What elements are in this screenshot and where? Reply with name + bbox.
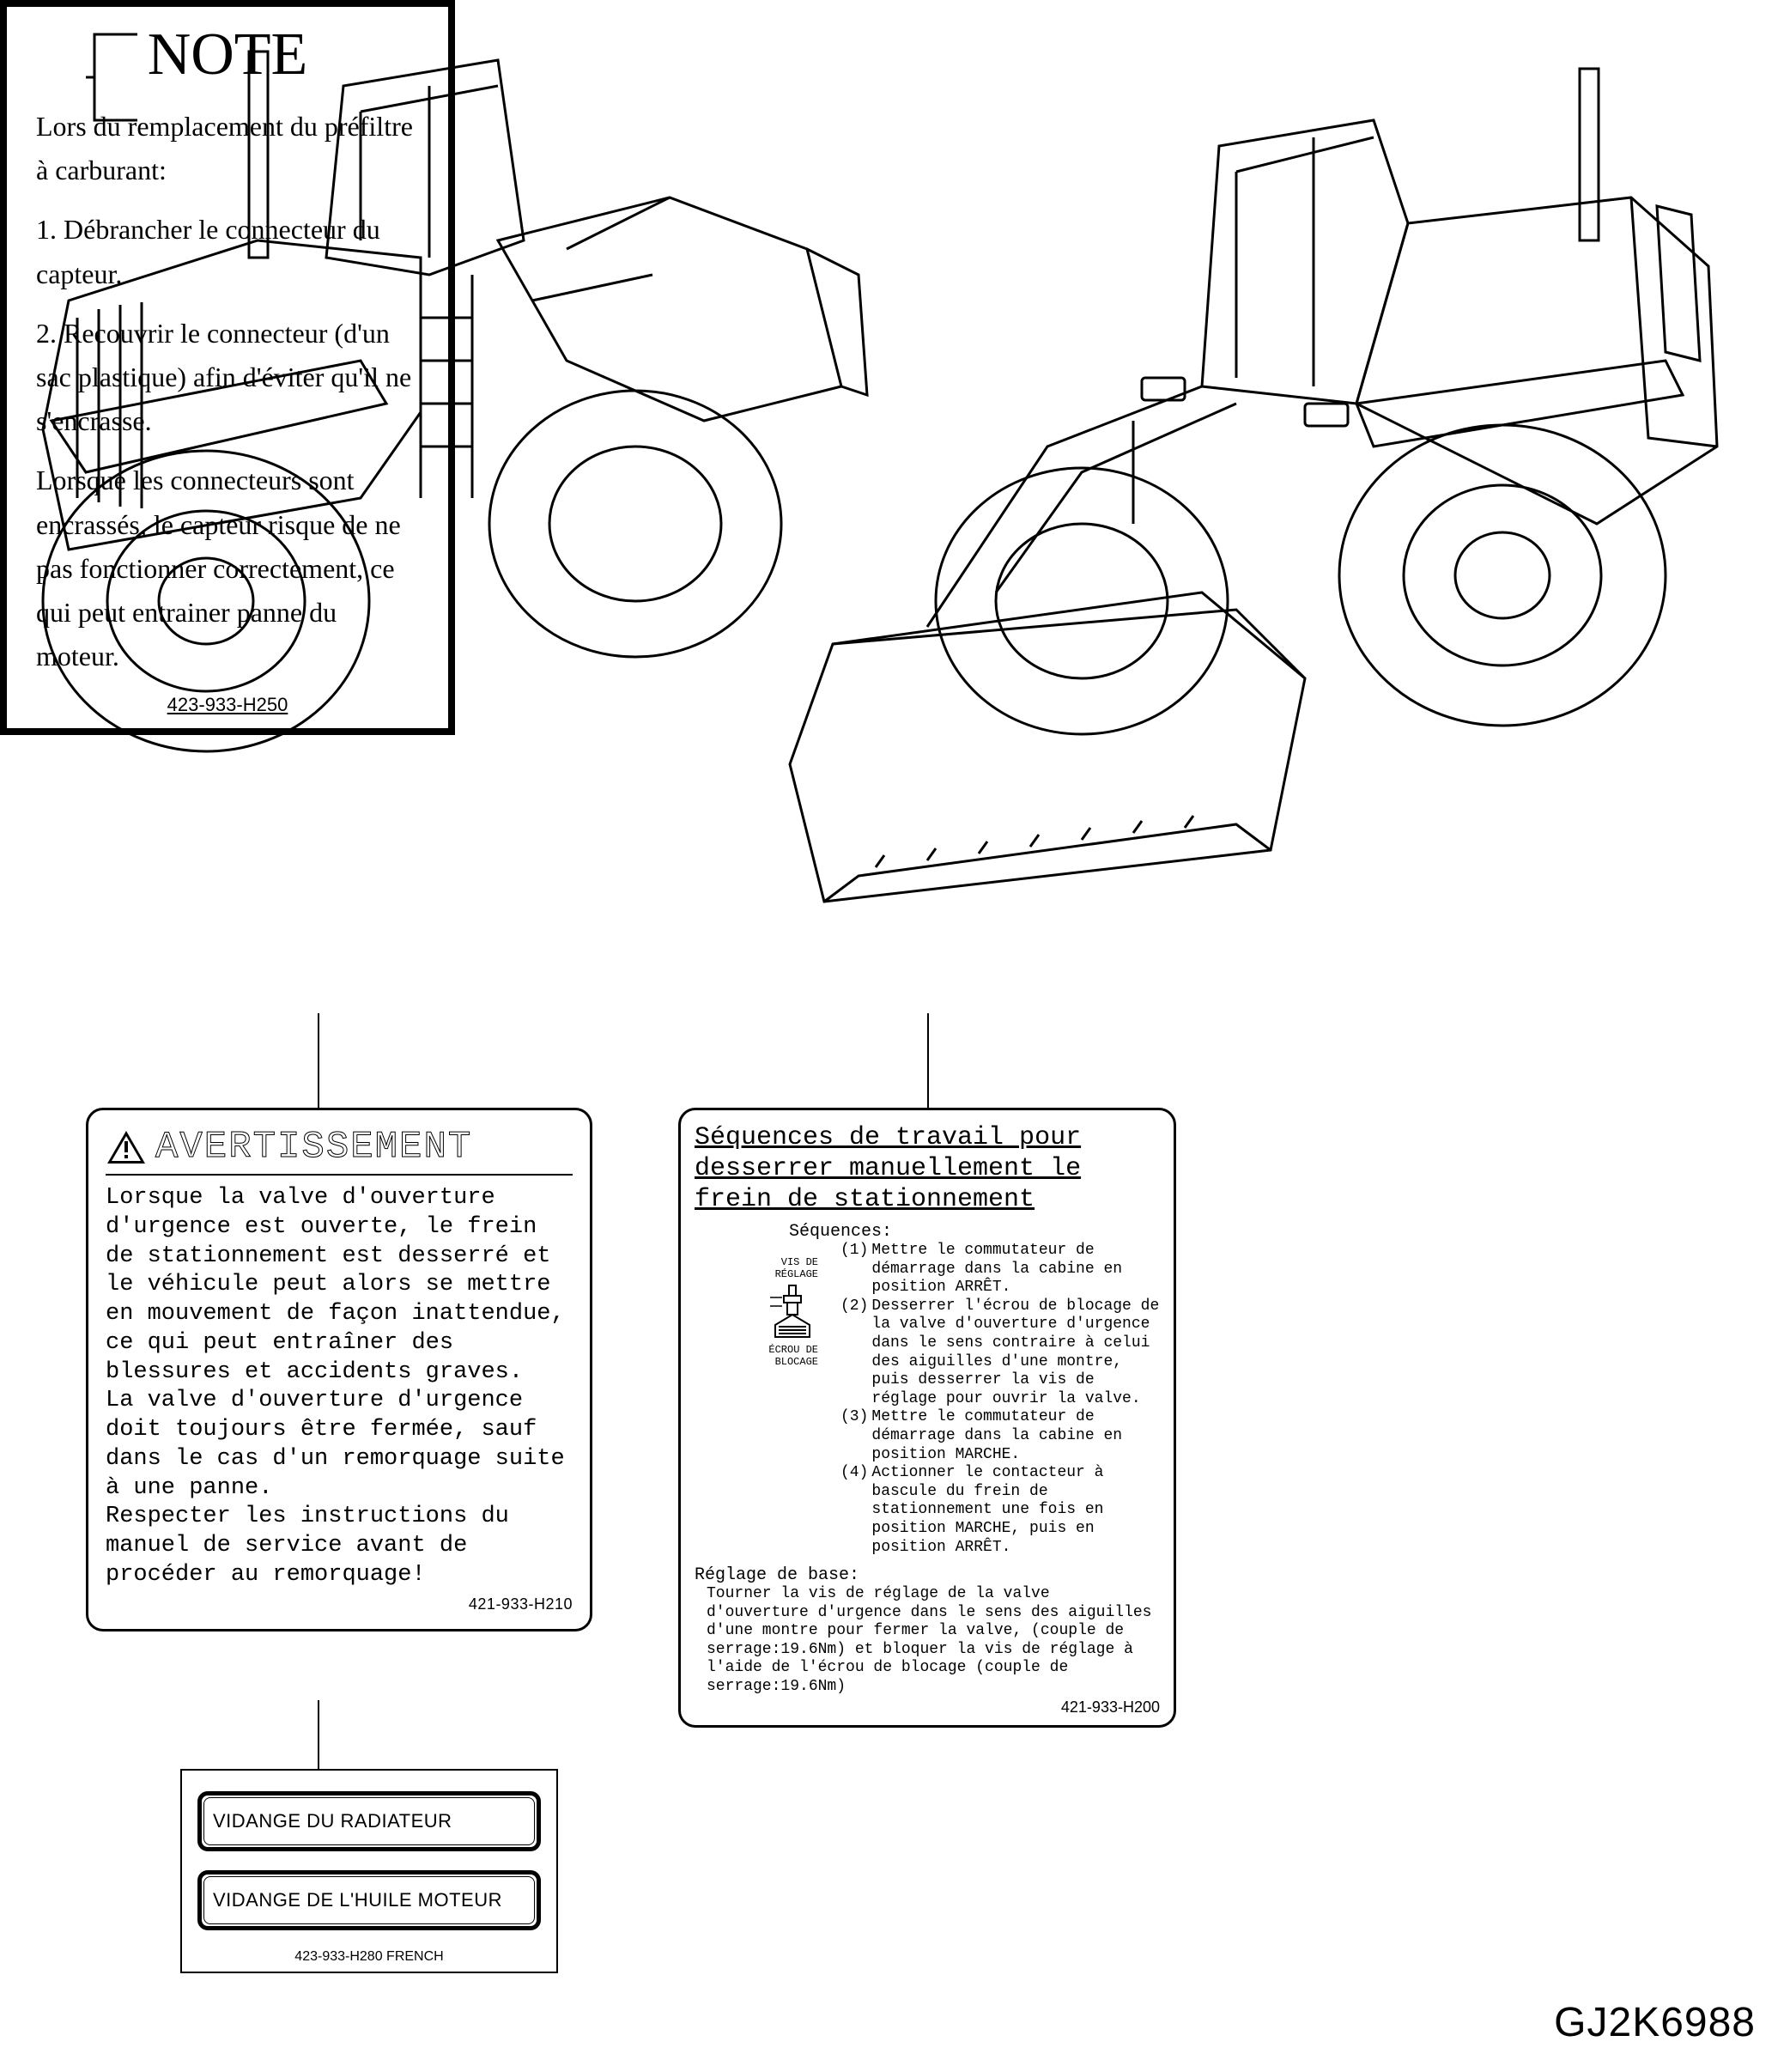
vidange-item: VIDANGE DE L'HUILE MOTEUR: [197, 1870, 541, 1930]
vidange-label: VIDANGE DU RADIATEUR VIDANGE DE L'HUILE …: [180, 1769, 558, 1973]
sequences-title: Séquences de travail pour desserrer manu…: [695, 1122, 1160, 1215]
sequences-subhead: Séquences:: [789, 1222, 1160, 1242]
ecrou-blocage-label: ÉCROU DE BLOCAGE: [741, 1344, 818, 1368]
illustration-area: [17, 17, 1773, 876]
sequences-list: (1)Mettre le commutateur de démarrage da…: [840, 1242, 1160, 1557]
vis-reglage-label: VIS DE RÉGLAGE: [741, 1256, 818, 1280]
vidange-item: VIDANGE DU RADIATEUR: [197, 1791, 541, 1851]
leader-line: [318, 1013, 319, 1108]
vidange-text: VIDANGE DE L'HUILE MOTEUR: [203, 1876, 535, 1924]
valve-icon: [767, 1282, 818, 1342]
avertissement-title: AVERTISSEMENT: [155, 1126, 472, 1169]
vidange-code: 423-933-H280 FRENCH: [197, 1949, 541, 1965]
page-code: GJ2K6988: [1554, 1999, 1756, 2046]
avertissement-label: AVERTISSEMENT Lorsque la valve d'ouvertu…: [86, 1108, 592, 1631]
vidange-text: VIDANGE DU RADIATEUR: [203, 1797, 535, 1845]
sequences-icon-column: VIS DE RÉGLAGE ÉCROU DE BLOCAGE: [741, 1256, 818, 1368]
avertissement-code: 421-933-H210: [106, 1595, 573, 1613]
warning-triangle-icon: [106, 1129, 147, 1165]
avertissement-body: Lorsque la valve d'ouverture d'urgence e…: [106, 1184, 573, 1590]
leader-line: [318, 1700, 319, 1769]
callout-bracket: [86, 26, 155, 129]
seq-item: Mettre le commutateur de démarrage dans …: [871, 1408, 1160, 1464]
sequences-label: Séquences de travail pour desserrer manu…: [678, 1108, 1176, 1728]
sequences-base-title: Réglage de base:: [695, 1565, 1160, 1585]
seq-item: Actionner le contacteur à bascule du fre…: [871, 1464, 1160, 1557]
leader-line: [927, 1013, 929, 1108]
sequences-code: 421-933-H200: [695, 1698, 1160, 1717]
loader-right-drawing: [755, 43, 1769, 919]
seq-item: Mettre le commutateur de démarrage dans …: [871, 1242, 1160, 1297]
sequences-base-body: Tourner la vis de réglage de la valve d'…: [707, 1585, 1160, 1697]
loader-left-drawing: [17, 17, 876, 842]
seq-item: Desserrer l'écrou de blocage de la valve…: [871, 1297, 1160, 1409]
